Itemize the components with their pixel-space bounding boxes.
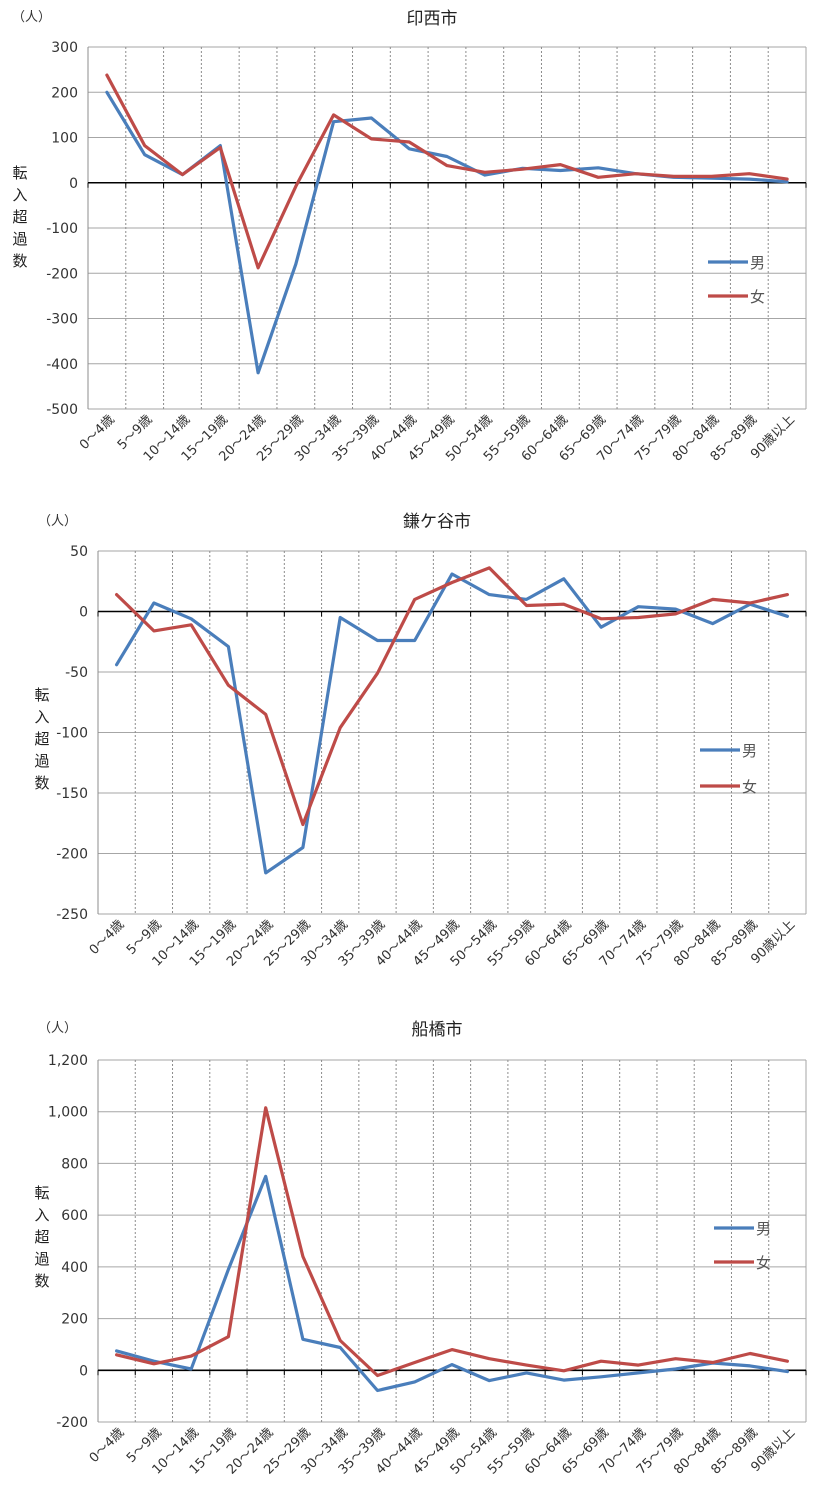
series-line-male bbox=[114, 1174, 790, 1393]
y-axis-label-char: 数 bbox=[34, 1272, 49, 1290]
legend-label: 男 bbox=[750, 254, 765, 272]
y-tick-label: 800 bbox=[61, 1156, 88, 1172]
y-axis-label-char: 超 bbox=[12, 208, 27, 226]
series-line-male bbox=[105, 90, 789, 375]
chart-1: 印西市 （人）300 200 100 0 -100 -200 -300 -400 -500 転入超過… bbox=[12, 9, 807, 465]
y-axis-label-char: 超 bbox=[34, 730, 49, 748]
chart-2: 鎌ケ谷市（人）500-50-100-150-200-250転入超過数0～4歳5～… bbox=[34, 512, 807, 970]
y-tick-label: 1,200 bbox=[48, 1053, 88, 1069]
series-line-female bbox=[114, 566, 790, 827]
y-tick-label: -200 bbox=[56, 1415, 88, 1431]
y-axis-label-char: 転 bbox=[34, 686, 49, 704]
y-tick-label: -300 bbox=[46, 312, 78, 328]
y-tick-label: 0 bbox=[79, 605, 88, 621]
x-tick-label: 0～4歳 bbox=[87, 917, 128, 958]
y-tick-label: 50 bbox=[70, 544, 88, 560]
series-line-female bbox=[114, 1106, 790, 1378]
y-tick-label: -400 bbox=[46, 357, 78, 373]
y-tick-label: -100 bbox=[46, 221, 78, 237]
y-tick-label: 1,000 bbox=[48, 1105, 88, 1121]
y-tick-label: -150 bbox=[56, 786, 88, 802]
chart-title: 鎌ケ谷市 bbox=[403, 512, 471, 532]
y-tick-label: 400 bbox=[61, 1260, 88, 1276]
legend-label: 女 bbox=[756, 1254, 771, 1272]
x-tick-label: 0～4歳 bbox=[77, 412, 118, 453]
legend-label: 女 bbox=[742, 778, 757, 796]
y-axis-label-char: 入 bbox=[12, 186, 27, 204]
legend-label: 男 bbox=[742, 742, 757, 760]
y-tick-label: 0 bbox=[69, 176, 78, 192]
y-tick-label: 200 bbox=[61, 1312, 88, 1328]
y-axis-label-char: 転 bbox=[12, 164, 27, 182]
y-axis-label-char: 過 bbox=[34, 1250, 49, 1268]
y-axis-label-char: 入 bbox=[34, 708, 49, 726]
y-axis-label-char: 超 bbox=[34, 1228, 49, 1246]
y-axis-label-char: 過 bbox=[12, 230, 27, 248]
y-axis-label-char: 数 bbox=[12, 252, 27, 270]
series-line-female bbox=[105, 73, 789, 270]
y-tick-label: -200 bbox=[56, 847, 88, 863]
y-tick-label: 0 bbox=[79, 1363, 88, 1379]
y-axis-label-char: 転 bbox=[34, 1184, 49, 1202]
y-tick-label: -500 bbox=[46, 402, 78, 418]
y-tick-label: 100 bbox=[51, 131, 78, 147]
y-tick-label: -50 bbox=[65, 665, 88, 681]
y-axis-label-char: 数 bbox=[34, 774, 49, 792]
unit-label: （人） bbox=[12, 10, 51, 25]
y-axis-label-char: 入 bbox=[34, 1206, 49, 1224]
unit-label: （人） bbox=[38, 1021, 77, 1036]
unit-label: （人） bbox=[38, 514, 77, 529]
y-tick-label: 200 bbox=[51, 85, 78, 101]
chart-title: 印西市 bbox=[407, 9, 458, 29]
x-tick-label: 0～4歳 bbox=[87, 1425, 128, 1466]
legend-label: 女 bbox=[750, 288, 765, 306]
y-tick-label: -200 bbox=[46, 266, 78, 282]
chart-title: 船橋市 bbox=[412, 1020, 463, 1040]
legend-label: 男 bbox=[756, 1220, 771, 1238]
y-axis-label-char: 過 bbox=[34, 752, 49, 770]
y-tick-label: -100 bbox=[56, 726, 88, 742]
series-line-male bbox=[114, 572, 790, 875]
y-tick-label: 300 bbox=[51, 40, 78, 56]
y-tick-label: -250 bbox=[56, 907, 88, 923]
y-tick-label: 600 bbox=[61, 1208, 88, 1224]
